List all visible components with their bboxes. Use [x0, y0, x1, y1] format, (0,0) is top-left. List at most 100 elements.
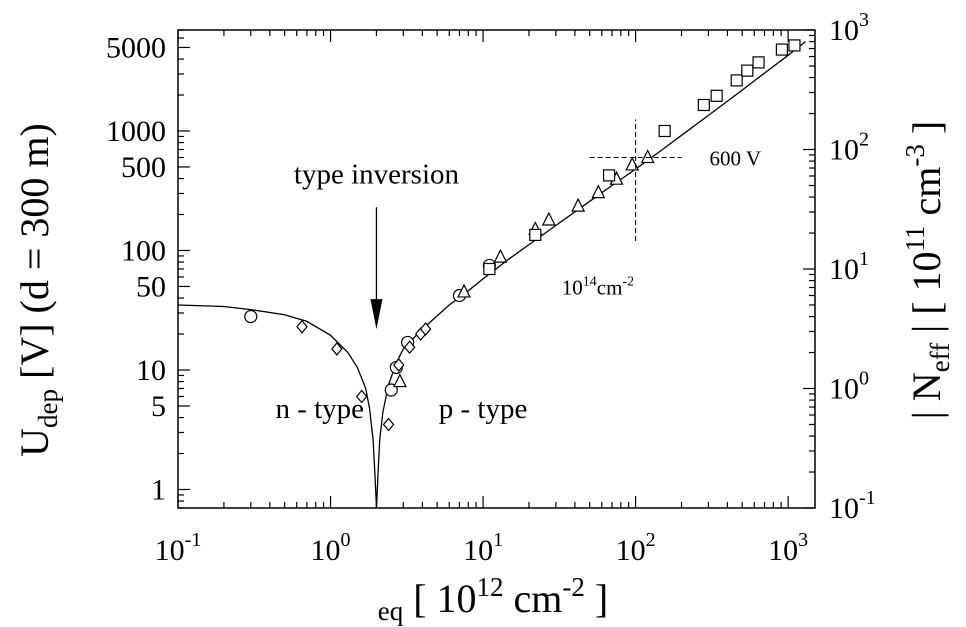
y2-tick-base: 10	[829, 373, 859, 406]
square-marker	[483, 262, 496, 276]
diamond-marker	[296, 319, 308, 334]
triangle-marker	[625, 156, 640, 171]
triangle-marker	[571, 197, 586, 212]
x-tick-base: 10	[616, 534, 646, 567]
dose-label-base: 10	[562, 275, 583, 299]
square-marker	[529, 228, 542, 242]
fit-curve	[177, 41, 806, 509]
square-marker	[730, 74, 743, 87]
y2-tick-base: 10	[829, 492, 859, 525]
triangle-marker	[591, 184, 606, 199]
x-tick-label: 102	[616, 529, 656, 567]
y2-axis-title-sup: 11	[900, 225, 930, 251]
x-axis-title-unit-sup: -2	[562, 572, 585, 602]
y2-tick-base: 10	[829, 253, 859, 286]
square-marker	[710, 89, 723, 102]
axis-title-layer: eq [ 1012 cm-2 ]Udep [V] (d = 300 m)| Ne…	[12, 121, 955, 626]
dose-label: 1014cm-2	[562, 274, 634, 299]
annotation-layer: type inversion n - type p - type 600 V 1014c…	[275, 119, 761, 425]
y2-tick-exp: 3	[859, 9, 869, 31]
x-tick-label: 103	[768, 529, 808, 567]
voltage-600-label: 600 V	[709, 147, 761, 171]
y2-tick-base: 10	[829, 14, 859, 47]
diamond-marker	[392, 358, 405, 372]
x-tick-base: 10	[768, 534, 798, 567]
y2-tick-label: 100	[829, 368, 869, 406]
triangle-marker	[640, 149, 655, 164]
type-inversion-label: type inversion	[294, 159, 460, 191]
dose-label-unit-sup: -2	[622, 274, 634, 289]
y-tick-label: 5000	[106, 31, 166, 64]
y2-axis-title-sub: eff	[925, 343, 955, 372]
y2-tick-exp: 1	[859, 248, 869, 270]
square-marker	[741, 64, 754, 77]
y-tick-label: 5	[151, 390, 166, 423]
x-tick-exp: 0	[341, 529, 351, 551]
marker-layer	[244, 39, 801, 432]
x-axis-title-sub: eq	[378, 596, 404, 626]
square-marker	[752, 56, 765, 69]
y2-axis-title: | Neff | [ 1011 cm-3 ]	[900, 121, 955, 419]
y2-tick-label: 103	[829, 9, 869, 47]
triangle-marker	[493, 248, 508, 263]
y2-tick-exp: -1	[859, 487, 876, 509]
y2-axis-title-rest: | [ 10	[904, 251, 949, 342]
y-tick-label: 1000	[106, 115, 166, 148]
y2-tick-exp: 0	[859, 368, 869, 390]
triangle-marker	[541, 211, 556, 226]
diamond-marker	[355, 389, 368, 404]
x-tick-label: 100	[311, 529, 351, 567]
dose-label-unit: cm	[597, 275, 623, 299]
x-axis-title-sup: 12	[477, 572, 504, 602]
y2-tick-label: 102	[829, 129, 869, 167]
y2-tick-exp: 2	[859, 129, 869, 151]
diamond-marker	[331, 342, 343, 356]
square-marker	[775, 43, 788, 56]
x-tick-base: 10	[463, 534, 493, 567]
x-tick-exp: 2	[646, 529, 656, 551]
y2-axis-title-main: | N	[904, 372, 949, 419]
x-tick-label: 10-1	[155, 529, 202, 567]
triangle-marker	[392, 373, 407, 388]
dose-label-sup: 14	[583, 274, 597, 289]
y-tick-label: 10	[136, 354, 166, 387]
square-marker	[697, 98, 710, 112]
diamond-marker	[403, 340, 416, 355]
y-tick-label: 100	[121, 234, 166, 267]
type-inversion-arrow-head	[370, 299, 383, 330]
square-marker	[658, 124, 671, 138]
n-type-label: n - type	[275, 393, 364, 425]
diamond-marker	[419, 322, 432, 337]
fit-curve-layer	[177, 41, 806, 509]
x-axis-title: eq [ 1012 cm-2 ]	[378, 572, 609, 626]
y2-tick-label: 101	[829, 248, 869, 286]
y-axis-title-sub: dep	[33, 389, 63, 428]
y2-axis-title-unit: cm	[904, 167, 949, 226]
diamond-marker	[382, 417, 395, 432]
y-axis-title: Udep [V] (d = 300 m)	[12, 123, 63, 457]
x-axis-title-main: [ 10	[403, 576, 476, 621]
y-tick-label: 500	[121, 151, 166, 184]
y2-tick-base: 10	[829, 134, 859, 167]
y2-axis-title-close: ]	[904, 121, 949, 144]
x-tick-exp: 3	[798, 529, 808, 551]
y2-axis-title-unit-sup: -3	[900, 144, 930, 167]
y-tick-label: 50	[136, 270, 166, 303]
tick-layer	[177, 29, 815, 509]
y-axis-title-rest: [V] (d = 300 m)	[12, 123, 57, 389]
x-tick-exp: -1	[185, 529, 202, 551]
square-marker	[602, 169, 616, 182]
triangle-marker	[457, 283, 471, 298]
x-axis-title-unit: cm	[504, 576, 563, 621]
x-axis-title-close: ]	[585, 576, 608, 621]
square-marker	[788, 39, 801, 52]
x-tick-base: 10	[155, 534, 185, 567]
x-tick-base: 10	[311, 534, 341, 567]
circle-marker	[244, 309, 258, 324]
x-tick-label: 101	[463, 529, 503, 567]
y-tick-label: 1	[151, 473, 166, 506]
x-tick-exp: 1	[493, 529, 503, 551]
tick-label-layer: 10-1 100 101 102 103500010005001005010511031…	[106, 9, 876, 567]
p-type-label: p - type	[439, 393, 528, 425]
